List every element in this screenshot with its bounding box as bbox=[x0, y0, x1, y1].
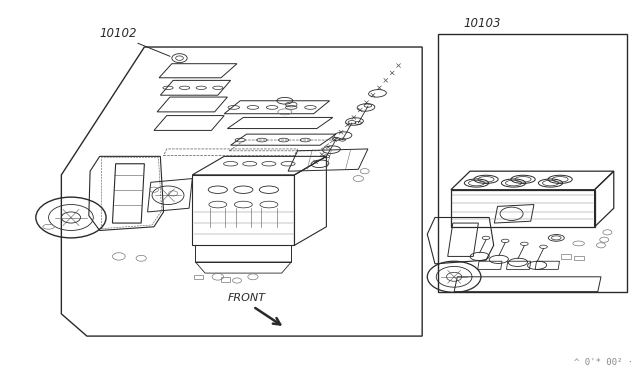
Bar bbox=[573, 256, 584, 260]
Bar bbox=[221, 277, 230, 282]
Text: FRONT: FRONT bbox=[227, 293, 266, 303]
Bar bbox=[561, 254, 571, 259]
Bar bbox=[438, 34, 627, 292]
Bar bbox=[194, 275, 203, 279]
Text: ^ 0'* 00² ·: ^ 0'* 00² · bbox=[574, 358, 633, 367]
Text: 10103: 10103 bbox=[464, 17, 501, 30]
Text: 10102: 10102 bbox=[100, 27, 137, 39]
